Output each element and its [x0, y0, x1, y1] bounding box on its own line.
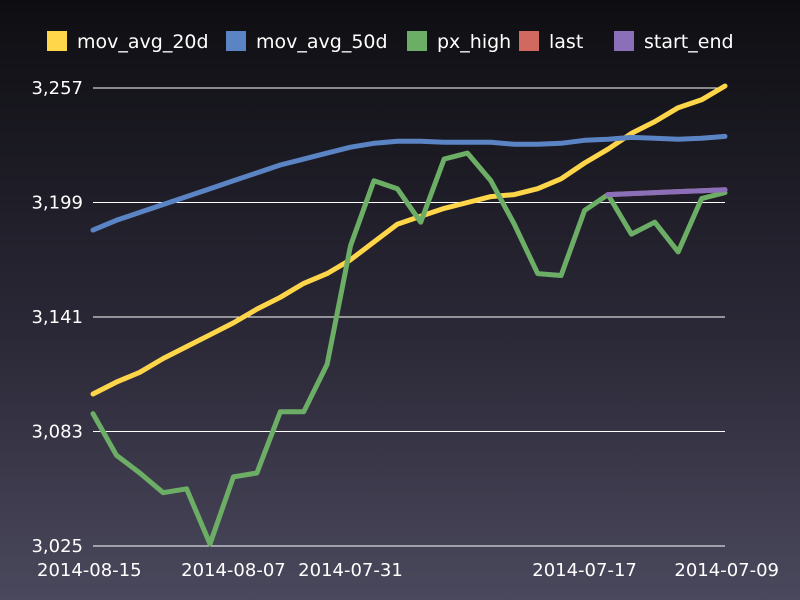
legend-label: mov_avg_50d	[256, 31, 388, 53]
legend-label: px_high	[437, 31, 511, 53]
series-line-mov-avg-20d	[90, 83, 728, 397]
legend-label: start_end	[644, 31, 734, 53]
legend-swatch	[407, 31, 427, 51]
y-tick-label: 3,199	[31, 193, 83, 214]
legend-swatch	[226, 31, 246, 51]
legend-swatch	[47, 31, 67, 51]
y-axis: 3,025 3,083 3,141 3,199 3,257	[31, 78, 83, 557]
series-line-mov-avg-50d	[90, 133, 728, 233]
y-tick-label: 3,141	[31, 307, 83, 328]
legend-label: last	[549, 31, 583, 53]
gridlines	[93, 87, 725, 547]
legend: mov_avg_20d mov_avg_50d px_high last start_e…	[47, 31, 734, 53]
y-tick-label: 3,083	[31, 422, 83, 443]
y-tick-label: 3,025	[31, 536, 83, 557]
legend-swatch	[614, 31, 634, 51]
x-tick-label: 2014-07-17	[532, 560, 637, 581]
series-line-px-high	[90, 150, 728, 547]
x-tick-label: 2014-07-09	[674, 560, 779, 581]
series-line-start-end	[605, 187, 728, 198]
x-tick-label: 2014-08-07	[181, 560, 286, 581]
legend-swatch	[519, 31, 539, 51]
x-tick-label: 2014-08-15	[37, 560, 142, 581]
series-lines	[90, 83, 728, 547]
legend-label: mov_avg_20d	[77, 31, 209, 53]
x-tick-label: 2014-07-31	[298, 560, 403, 581]
x-axis: 2014-08-15 2014-08-07 2014-07-31 2014-07-17…	[37, 560, 779, 581]
y-tick-label: 3,257	[31, 78, 83, 99]
